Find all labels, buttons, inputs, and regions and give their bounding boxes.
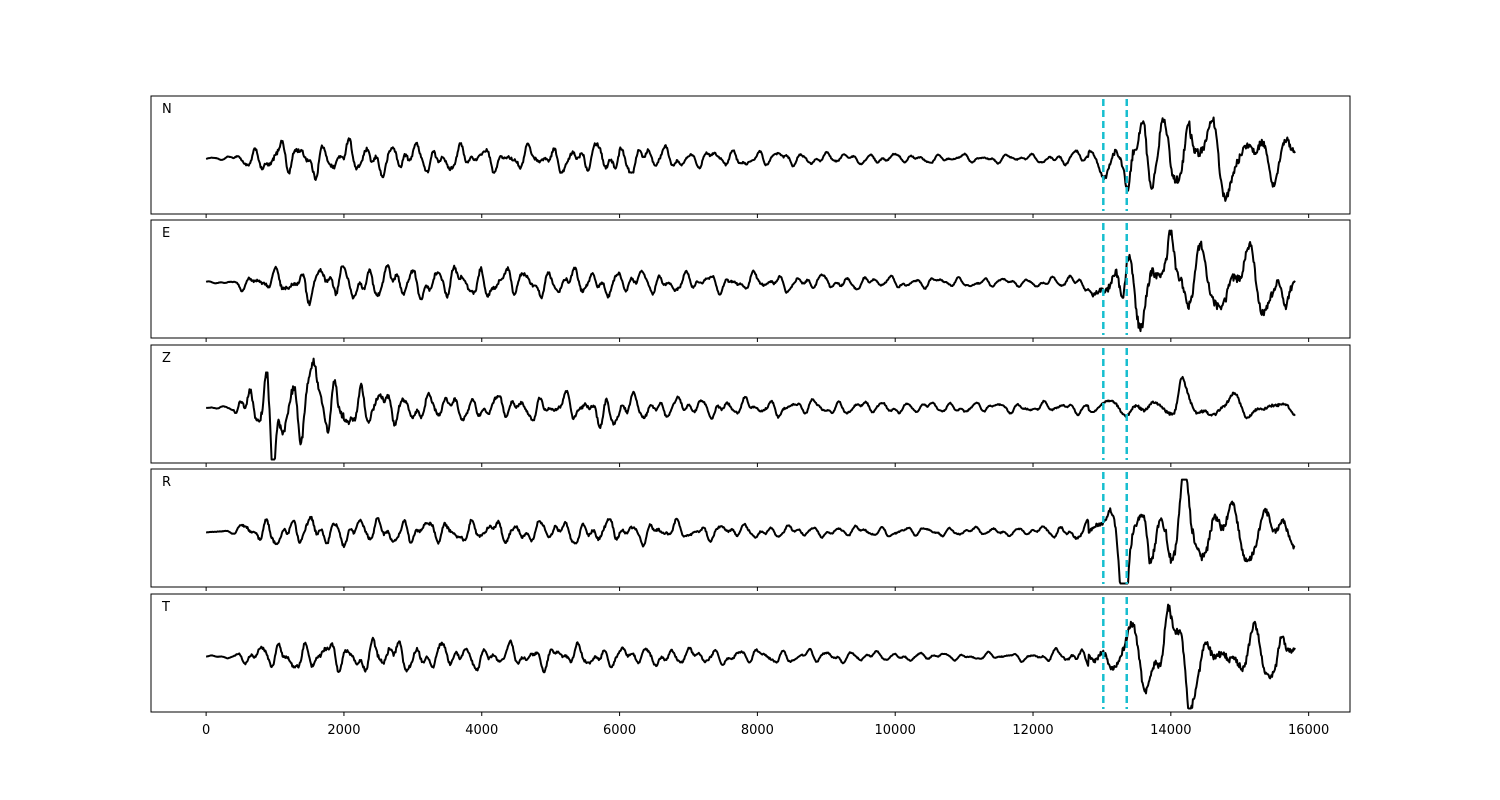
- panel-label: E: [162, 226, 170, 241]
- panel-frame: [150, 219, 1351, 339]
- panel-frame: [150, 468, 1351, 588]
- panel-frame: [150, 95, 1351, 215]
- panel-t: T: [150, 593, 1351, 716]
- x-tick-label: 16000: [1288, 723, 1329, 738]
- panels-group: N E Z R T: [150, 95, 1351, 716]
- waveform-trace-n: [205, 116, 1296, 202]
- panel-label: R: [162, 475, 171, 490]
- x-tick-label: 10000: [875, 723, 916, 738]
- waveform-trace-z: [205, 357, 1296, 461]
- panel-n: N: [150, 95, 1351, 218]
- waveform-trace-r: [205, 478, 1296, 585]
- x-tick-label: 12000: [1012, 723, 1053, 738]
- panel-label: Z: [162, 351, 171, 366]
- panel-r: R: [150, 468, 1351, 591]
- x-tick-label: 2000: [327, 723, 360, 738]
- x-tick-label: 14000: [1150, 723, 1191, 738]
- panel-label: N: [162, 102, 172, 117]
- waveform-trace-t: [205, 603, 1296, 710]
- x-tick-label: 8000: [741, 723, 774, 738]
- panel-e: E: [150, 219, 1351, 342]
- x-axis: 0 2000 4000 6000 8000 10000 12000 14000 16000: [202, 723, 1329, 738]
- panel-z: Z: [150, 344, 1351, 467]
- panel-frame: [150, 344, 1351, 464]
- x-tick-label: 6000: [603, 723, 636, 738]
- panel-frame: [150, 593, 1351, 713]
- panel-label: T: [161, 600, 170, 615]
- x-tick-label: 0: [202, 723, 210, 738]
- x-tick-label: 4000: [465, 723, 498, 738]
- waveform-trace-e: [205, 229, 1296, 333]
